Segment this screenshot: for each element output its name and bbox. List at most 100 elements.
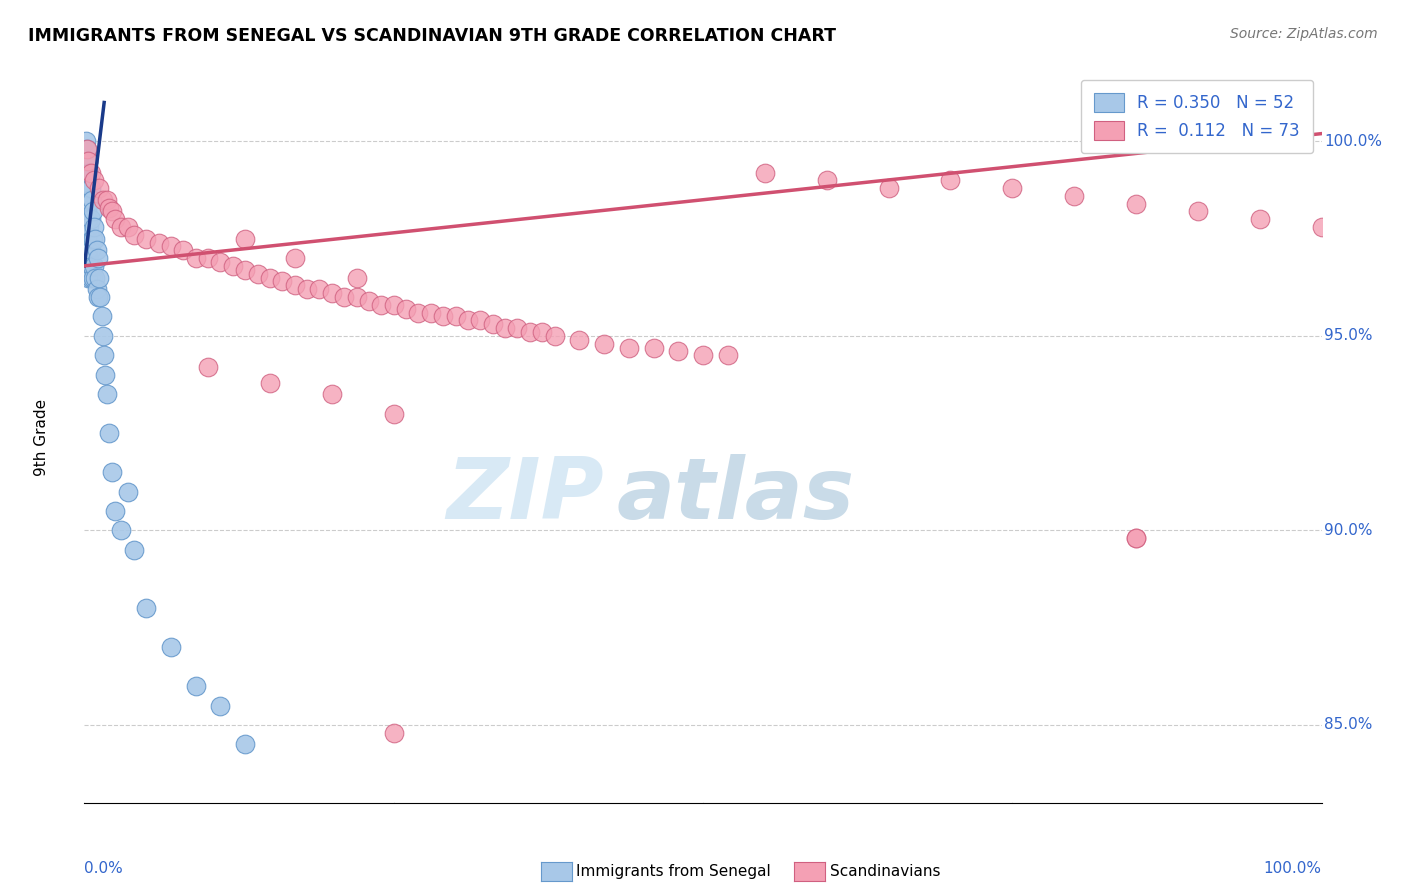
Text: Scandinavians: Scandinavians [830,864,941,879]
Point [77,181,100,195]
Point [79,193,101,207]
Point [346,290,368,304]
Point [593,336,616,351]
Point [76,142,98,156]
Point [382,725,405,739]
Point [79,181,101,195]
Point [1125,196,1147,211]
Point [494,321,516,335]
Point [395,301,418,316]
Point [184,251,207,265]
Point [284,278,307,293]
Point [295,282,318,296]
Point [184,679,207,693]
Text: Immigrants from Senegal: Immigrants from Senegal [576,864,772,879]
Point [1125,531,1147,545]
Point [77,153,100,168]
Point [382,407,405,421]
Point [79,270,101,285]
Point [75,135,97,149]
Point [79,251,101,265]
Text: 90.0%: 90.0% [1324,523,1372,538]
Point [308,282,330,296]
Point [321,286,343,301]
Point [98,426,121,441]
Point [91,329,114,343]
Point [815,173,838,187]
Point [1125,531,1147,545]
Point [233,232,256,246]
Point [197,359,219,374]
Point [117,219,139,234]
Point [110,219,132,234]
Point [643,341,665,355]
Point [96,387,118,401]
Point [197,251,219,265]
Point [1249,212,1271,227]
Point [76,204,98,219]
Point [222,259,245,273]
Point [692,348,714,362]
Point [370,298,392,312]
Point [75,165,97,179]
Point [75,193,97,207]
Text: 100.0%: 100.0% [1324,134,1382,149]
Point [84,270,107,285]
Point [543,329,565,343]
Text: 9th Grade: 9th Grade [34,399,49,475]
Point [233,262,256,277]
Point [77,270,100,285]
Point [77,153,100,168]
Point [87,290,110,304]
Point [1001,181,1024,195]
Point [259,376,281,390]
Point [82,270,104,285]
Point [80,232,103,246]
Point [506,321,529,335]
Point [76,142,98,156]
Point [76,232,98,246]
Point [91,193,114,207]
Point [259,270,281,285]
Point [382,298,405,312]
Text: 95.0%: 95.0% [1324,328,1372,343]
Text: ZIP: ZIP [446,454,605,537]
Point [160,239,183,253]
Point [77,212,100,227]
Point [531,325,554,339]
Point [284,251,307,265]
Point [246,267,269,281]
Point [160,640,183,655]
Point [83,173,105,187]
Point [233,738,256,752]
Point [77,244,100,258]
Point [98,201,121,215]
Point [100,465,122,479]
Point [346,270,368,285]
Point [148,235,170,250]
Point [89,270,111,285]
Point [617,341,640,355]
Point [79,244,101,258]
Point [209,698,232,713]
Point [89,290,111,304]
Point [80,259,103,273]
Point [321,387,343,401]
Text: 100.0%: 100.0% [1264,861,1322,876]
Point [122,542,145,557]
Text: IMMIGRANTS FROM SENEGAL VS SCANDINAVIAN 9TH GRADE CORRELATION CHART: IMMIGRANTS FROM SENEGAL VS SCANDINAVIAN … [28,27,837,45]
Point [408,305,430,319]
Point [135,232,157,246]
Point [333,290,356,304]
Point [117,484,139,499]
Point [96,193,118,207]
Point [271,275,294,289]
Point [110,524,132,538]
Point [470,313,492,327]
Point [79,165,101,179]
Point [104,212,127,227]
Point [481,318,503,332]
Point [1187,204,1209,219]
Point [519,325,541,339]
Legend: R = 0.350   N = 52, R =  0.112   N = 73: R = 0.350 N = 52, R = 0.112 N = 73 [1081,79,1313,153]
